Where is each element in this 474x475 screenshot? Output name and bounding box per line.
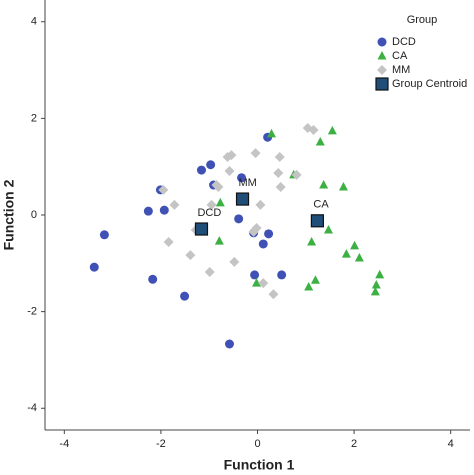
point (213, 181, 224, 192)
point (89, 262, 99, 272)
point (237, 173, 247, 183)
legend-label: CA (392, 50, 408, 62)
point (307, 237, 317, 246)
x-tick-label: -2 (156, 438, 166, 450)
point (196, 165, 206, 175)
point (185, 250, 196, 261)
point (258, 239, 268, 249)
point-label: CA (313, 199, 329, 211)
point (315, 137, 325, 146)
point (310, 214, 324, 228)
y-tick-label: -4 (27, 402, 37, 414)
legend-marker (377, 37, 387, 47)
legend-marker (377, 65, 387, 75)
y-tick-label: 2 (31, 112, 37, 124)
point (341, 249, 351, 258)
point (277, 270, 287, 280)
y-tick-label: 0 (31, 209, 37, 221)
x-tick-label: 4 (448, 438, 454, 450)
point (224, 339, 234, 349)
legend-marker (377, 51, 387, 60)
point (229, 256, 240, 267)
point (273, 167, 284, 178)
point (159, 205, 169, 215)
x-tick-label: -4 (59, 438, 69, 450)
y-tick-label: 4 (31, 16, 37, 28)
point (308, 124, 319, 135)
point (252, 278, 262, 287)
point (235, 192, 250, 206)
point (224, 166, 235, 177)
point (275, 181, 286, 192)
point (371, 280, 381, 289)
x-tick-label: 0 (254, 438, 260, 450)
point-label: MM (239, 177, 257, 189)
point (268, 289, 279, 300)
y-axis-title: Function 2 (1, 179, 17, 250)
point (215, 197, 225, 207)
point (148, 274, 158, 284)
point (226, 150, 237, 161)
point (354, 253, 364, 262)
point (158, 184, 169, 195)
point (310, 275, 320, 284)
legend-marker (375, 77, 389, 91)
point (327, 125, 337, 135)
point (206, 160, 216, 170)
point (323, 224, 333, 234)
legend-label: MM (392, 64, 410, 76)
y-tick-label: -2 (27, 306, 37, 318)
point (163, 237, 174, 248)
point (350, 240, 360, 250)
point (255, 199, 266, 210)
point (304, 281, 314, 291)
point (143, 206, 153, 216)
point-label: DCD (197, 207, 221, 219)
point (204, 267, 215, 278)
x-axis-title: Function 1 (224, 457, 295, 473)
x-tick-label: 2 (351, 438, 357, 450)
legend-label: DCD (392, 36, 416, 48)
point (264, 229, 274, 239)
point (180, 291, 190, 301)
point (291, 169, 302, 180)
point (206, 199, 217, 210)
point (169, 199, 180, 210)
point (370, 286, 380, 296)
legend-label: Group Centroid (392, 78, 467, 90)
point (214, 236, 224, 245)
point (338, 181, 348, 191)
point (234, 214, 244, 224)
point (375, 269, 385, 279)
point (250, 270, 260, 280)
point (251, 223, 262, 234)
point (267, 128, 277, 138)
point (194, 222, 209, 236)
point (319, 180, 329, 189)
point (99, 230, 109, 240)
point (258, 278, 269, 289)
point (274, 152, 285, 163)
legend-title: Group (407, 14, 438, 26)
point (250, 148, 261, 159)
